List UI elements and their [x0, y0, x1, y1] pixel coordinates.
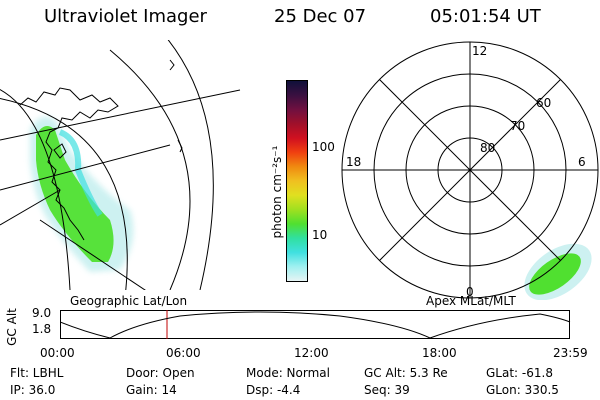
mlt-label-left: 18 — [346, 155, 361, 169]
alt-plot-ytick: 9.0 — [32, 306, 52, 320]
lon-line-1 — [0, 89, 241, 141]
glat-info: GLat: -61.8 — [486, 366, 553, 380]
lat-label-70: 70 — [510, 119, 525, 133]
lon-line-2 — [0, 144, 171, 191]
glon-info: GLon: 330.5 — [486, 383, 559, 397]
geographic-map — [0, 40, 241, 290]
colorbar — [286, 80, 308, 282]
aurora-oval — [529, 253, 581, 295]
date-label: 25 Dec 07 — [274, 6, 367, 27]
alt-plot-xtick: 12:00 — [294, 346, 329, 360]
lat-label-80: 80 — [480, 141, 495, 155]
alt-plot-xtick: 00:00 — [40, 346, 75, 360]
lat-arc-4 — [0, 89, 71, 290]
door-info: Door: Open — [126, 366, 195, 380]
aurora-edge — [58, 129, 103, 217]
lat-arc-3 — [167, 40, 214, 290]
lon-line-4 — [0, 189, 61, 226]
time-label: 05:01:54 UT — [430, 6, 541, 27]
coastline — [19, 87, 119, 241]
lon-line-3 — [39, 219, 146, 290]
island-outline — [169, 59, 175, 71]
alt-plot-xtick: 18:00 — [422, 346, 457, 360]
apex-label: Apex MLat/MLT — [426, 294, 516, 308]
ip-info: IP: 36.0 — [10, 383, 56, 397]
lat-label-60: 60 — [536, 96, 551, 110]
mlt-line — [379, 79, 561, 261]
alt-plot-xtick: 06:00 — [166, 346, 201, 360]
gc-alt-info: GC Alt: 5.3 Re — [364, 366, 448, 380]
mlt-label-bottom: 0 — [466, 285, 474, 299]
altitude-curve — [60, 311, 571, 339]
altitude-plot — [60, 310, 571, 339]
island-outline — [53, 143, 67, 159]
aurora-band — [36, 126, 114, 262]
mlt-label-top: 12 — [472, 44, 487, 58]
colorbar-tick-100: 100 — [312, 140, 335, 154]
seq-info: Seq: 39 — [364, 383, 410, 397]
alt-plot-ytick: 1.8 — [32, 322, 52, 336]
geographic-label: Geographic Lat/Lon — [70, 294, 188, 308]
lat-arc-2 — [109, 49, 191, 290]
colorbar-unit: photon cm⁻²s⁻¹ — [270, 145, 284, 239]
page-title: Ultraviolet Imager — [44, 6, 207, 27]
alt-plot-frame — [60, 310, 570, 339]
gain-info: Gain: 14 — [126, 383, 177, 397]
filter-info: Flt: LBHL — [10, 366, 64, 380]
alt-plot-ylabel: GC Alt — [5, 308, 19, 346]
colorbar-tick-10: 10 — [312, 228, 328, 242]
dsp-info: Dsp: -4.4 — [246, 383, 301, 397]
polar-map: 80 70 60 12 18 6 0 — [341, 41, 599, 300]
mlt-label-right: 6 — [578, 155, 586, 169]
alt-plot-xtick: 23:59 — [553, 346, 588, 360]
island-outline — [177, 139, 183, 153]
mode-info: Mode: Normal — [246, 366, 330, 380]
